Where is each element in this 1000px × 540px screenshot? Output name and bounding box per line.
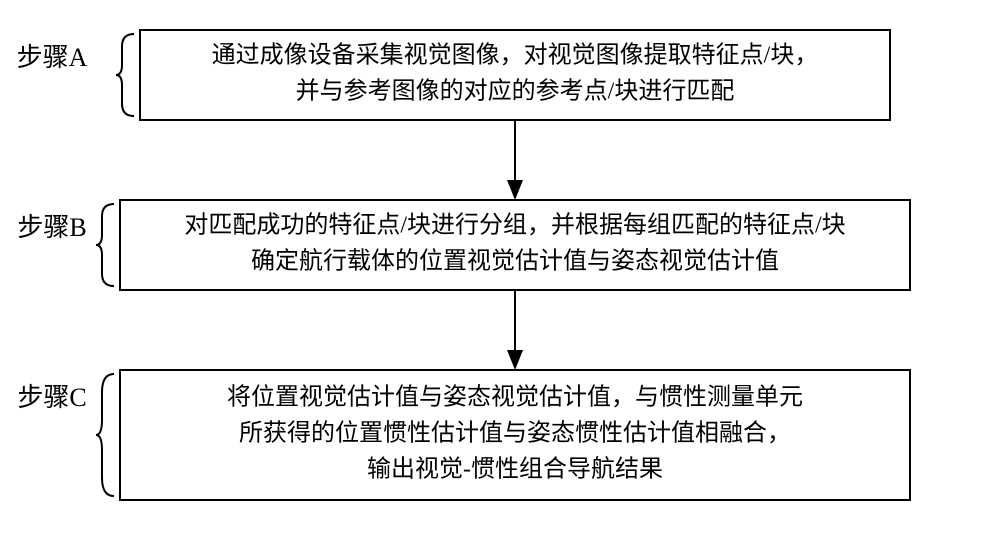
step-a-line: 通过成像设备采集视觉图像，对视觉图像提取特征点/块，: [212, 42, 819, 69]
step-c-line: 将位置视觉估计值与姿态视觉估计值，与惯性测量单元: [227, 384, 803, 411]
step-label-a: 步骤A: [17, 43, 88, 72]
step-b-line: 确定航行载体的位置视觉估计值与姿态视觉估计值: [251, 248, 779, 275]
step-c-line: 输出视觉-惯性组合导航结果: [367, 456, 663, 483]
step-label-c: 步骤C: [17, 383, 86, 412]
step-b-line: 对匹配成功的特征点/块进行分组，并根据每组匹配的特征点/块: [184, 212, 845, 239]
step-label-b: 步骤B: [17, 213, 86, 242]
step-c-line: 所获得的位置惯性估计值与姿态惯性估计值相融合，: [239, 420, 791, 447]
step-a-line: 并与参考图像的对应的参考点/块进行匹配: [296, 78, 735, 105]
